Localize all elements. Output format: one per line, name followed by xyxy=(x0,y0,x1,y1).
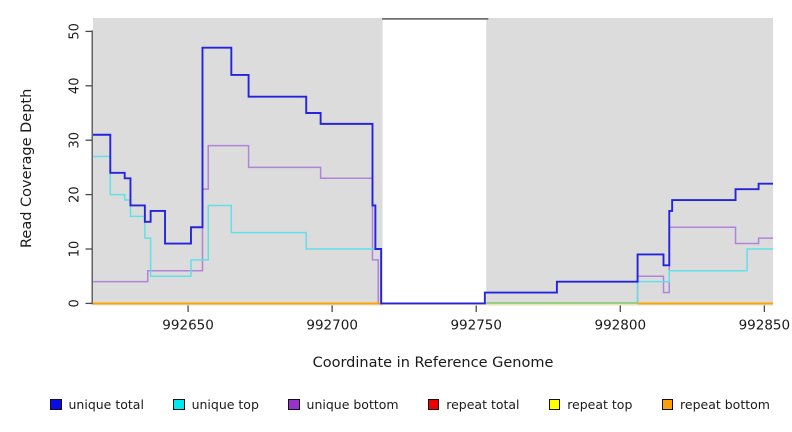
legend-label: repeat total xyxy=(446,397,520,412)
legend-item-repeat-top: repeat top xyxy=(548,397,633,412)
legend-label: unique top xyxy=(191,397,259,412)
legend-label: repeat bottom xyxy=(680,397,770,412)
legend-item-repeat-bottom: repeat bottom xyxy=(661,397,770,412)
masked-region xyxy=(382,19,487,306)
legend-item-unique-top: unique top xyxy=(173,397,259,412)
series-unique-total xyxy=(93,46,773,305)
legend-swatch xyxy=(548,398,561,411)
legend-item-repeat-total: repeat total xyxy=(427,397,520,412)
x-tick-label: 992850 xyxy=(739,318,791,334)
legend-swatch xyxy=(661,398,674,411)
legend-item-unique-bottom: unique bottom xyxy=(288,397,399,412)
y-tick-label: 50 xyxy=(68,23,83,40)
coverage-chart: 0 10 20 30 40 50 992650 992700 992750 992800 99285… xyxy=(68,18,791,334)
x-tick-label: 992700 xyxy=(306,318,358,334)
legend-swatch xyxy=(50,398,62,411)
y-tick-label: 20 xyxy=(68,186,83,203)
legend-swatch xyxy=(427,398,440,411)
legend-label: unique total xyxy=(68,397,144,412)
y-tick-label: 10 xyxy=(68,241,83,258)
y-tick-label: 30 xyxy=(68,132,83,149)
legend-swatch xyxy=(288,398,300,411)
series-unique-bottom xyxy=(93,144,773,305)
y-tick-label: 0 xyxy=(68,299,83,307)
y-tick-label: 40 xyxy=(68,78,83,95)
legend-label: unique bottom xyxy=(306,397,399,412)
legend-label: repeat top xyxy=(567,397,633,412)
legend-item-unique-total: unique total xyxy=(50,397,144,412)
series-unique-top xyxy=(93,155,773,305)
legend: unique total unique top unique bottom repea… xyxy=(50,397,770,412)
y-axis-label: Read Coverage Depth xyxy=(19,88,35,248)
x-tick-label: 992800 xyxy=(595,318,647,334)
x-tick-label: 992650 xyxy=(162,318,214,334)
x-tick-label: 992750 xyxy=(450,318,502,334)
legend-swatch xyxy=(173,398,185,411)
x-axis-label: Coordinate in Reference Genome xyxy=(312,355,554,371)
series-layer xyxy=(93,46,773,306)
